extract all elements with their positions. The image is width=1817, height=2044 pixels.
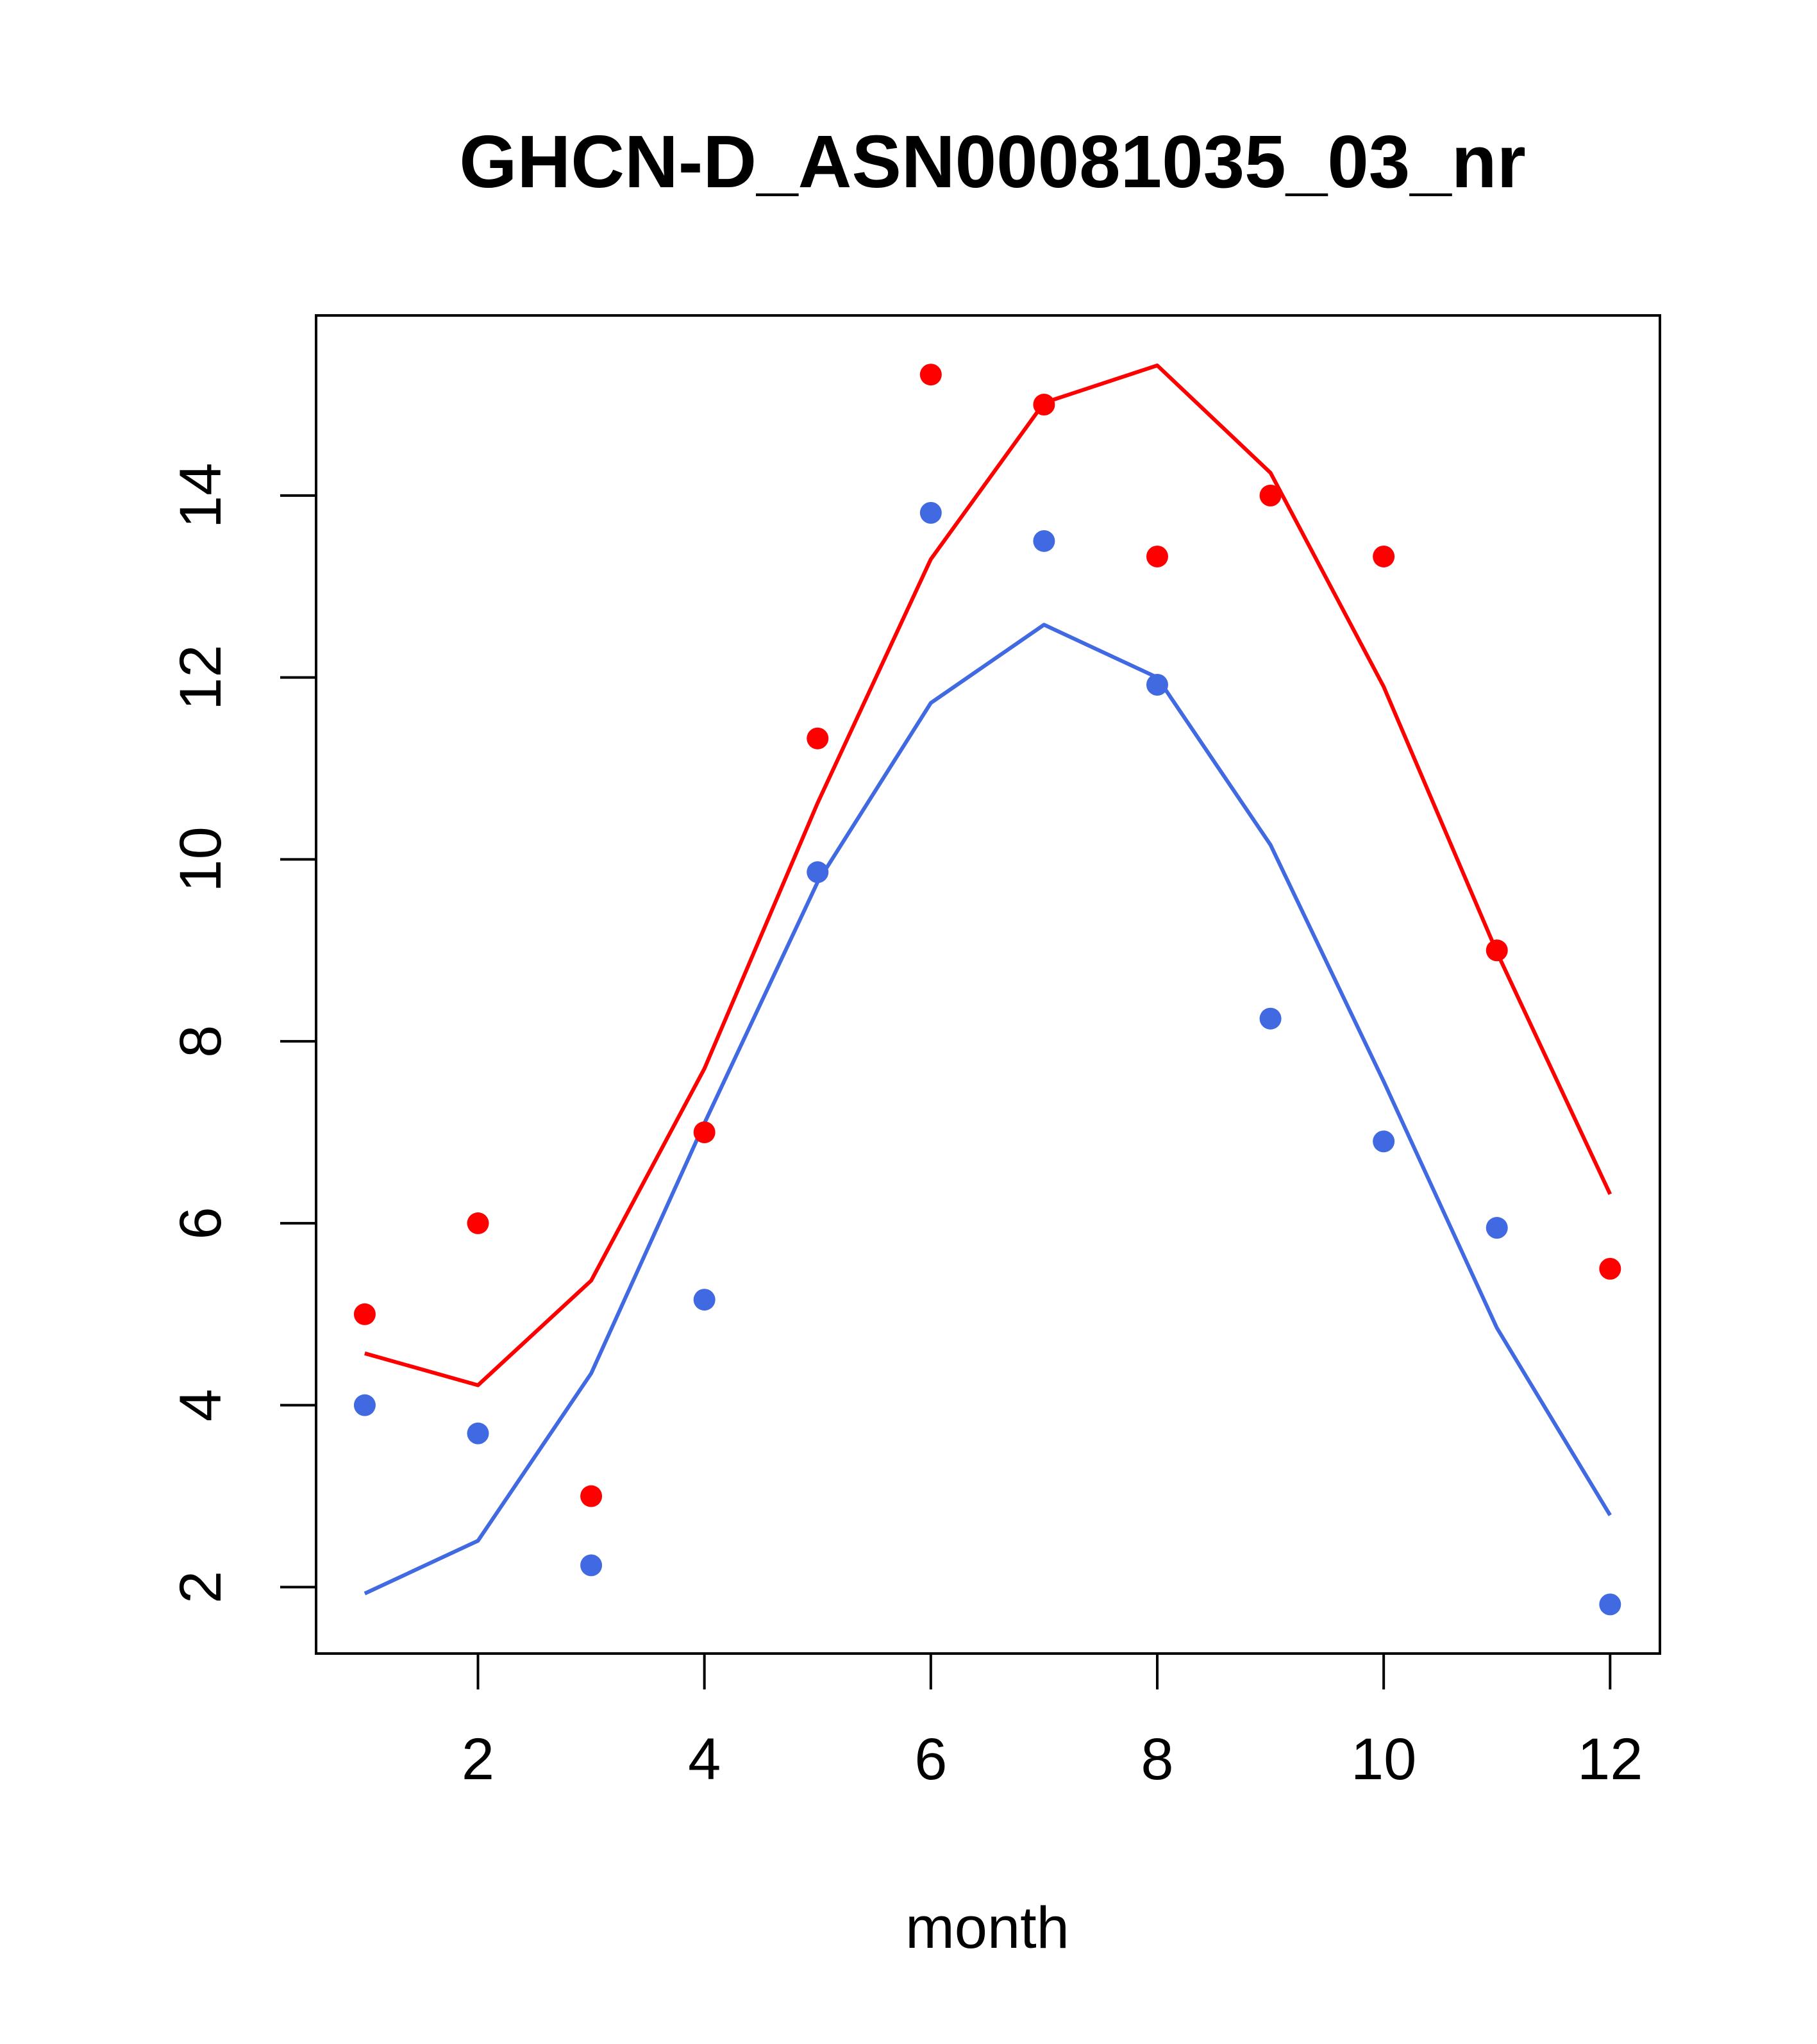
- data-point-series-1: [1146, 674, 1168, 696]
- x-tick-label: 10: [1351, 1727, 1416, 1792]
- data-point-series-1: [1599, 1593, 1621, 1616]
- data-point-series-0: [919, 364, 942, 386]
- y-axis: 2 4 6 8 10 12 14: [168, 463, 317, 1604]
- data-point-series-1: [693, 1289, 716, 1311]
- chart-title: GHCN-D_ASN00081035_03_nr: [459, 120, 1526, 203]
- data-point-series-0: [1373, 545, 1395, 567]
- x-axis: 2 4 6 8 10 12: [462, 1652, 1643, 1792]
- y-tick-label: 8: [168, 1025, 233, 1058]
- data-point-series-0: [467, 1212, 489, 1234]
- data-point-series-1: [807, 861, 829, 884]
- x-tick-label: 8: [1141, 1727, 1173, 1792]
- data-point-series-0: [807, 727, 829, 750]
- data-point-series-1: [1259, 1007, 1282, 1030]
- data-point-series-0: [580, 1485, 603, 1507]
- y-tick-label: 2: [168, 1571, 233, 1604]
- data-point-series-1: [580, 1554, 603, 1577]
- data-point-series-1: [1373, 1130, 1395, 1153]
- data-point-series-0: [1033, 394, 1055, 416]
- data-point-series-0: [1486, 939, 1508, 962]
- y-tick-label: 12: [168, 644, 233, 710]
- data-point-series-1: [919, 501, 942, 524]
- x-axis-label: month: [905, 1895, 1069, 1961]
- data-point-series-0: [1146, 545, 1168, 567]
- series-line-1: [364, 623, 1612, 1596]
- x-tick-label: 12: [1577, 1727, 1643, 1792]
- x-tick-label: 2: [462, 1727, 494, 1792]
- y-tick-label: 4: [168, 1389, 233, 1421]
- data-point-series-1: [1033, 530, 1055, 552]
- data-point-series-0: [693, 1121, 716, 1144]
- data-point-series-0: [1259, 484, 1282, 507]
- data-point-series-1: [353, 1394, 376, 1416]
- x-tick-label: 6: [914, 1727, 947, 1792]
- y-tick-label: 14: [168, 463, 233, 528]
- data-point-series-0: [1599, 1257, 1621, 1280]
- data-point-series-1: [467, 1422, 489, 1445]
- x-tick-label: 4: [688, 1727, 721, 1792]
- series-layer: [353, 364, 1621, 1616]
- data-point-series-1: [1486, 1217, 1508, 1239]
- data-point-series-0: [353, 1303, 376, 1325]
- y-tick-label: 6: [168, 1207, 233, 1239]
- y-tick-label: 10: [168, 826, 233, 892]
- series-line-0: [364, 364, 1612, 1387]
